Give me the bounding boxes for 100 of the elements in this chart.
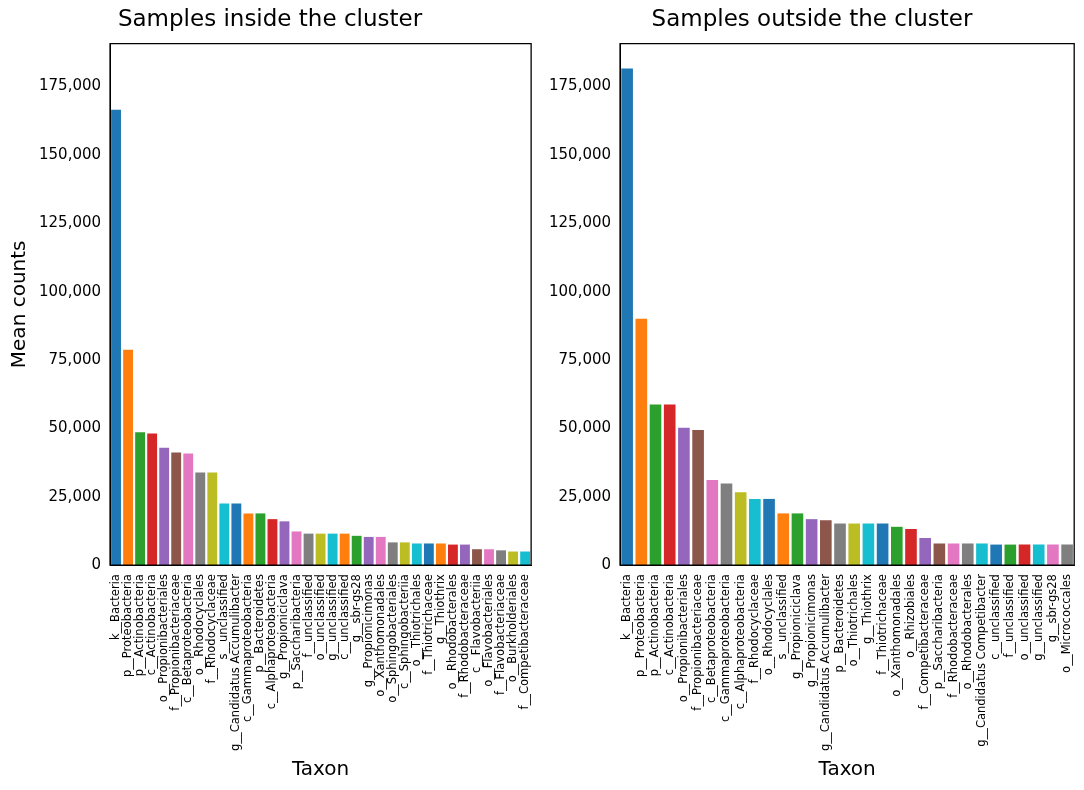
x-tick-label: o__unclassified [312,574,327,661]
bar [862,523,875,566]
bar [183,453,194,566]
bar [749,498,761,566]
x-tick-label: f__unclassified [1002,574,1017,658]
bar [720,483,733,566]
x-tick-label: g__Propioniciclava [789,574,804,680]
x-tick-label: p__Actinobacteria [647,574,662,677]
bar [411,543,422,566]
bar [351,535,362,566]
bar [876,523,889,566]
x-tick-label: f__Competibacteraceae [517,574,532,710]
bar [649,404,662,566]
bar [1061,544,1073,566]
y-tick-label: 50,000 [48,418,102,437]
x-tick-label: c__Alphaproteobacteria [264,574,279,710]
x-tick-label: f__Rhodocyclaceae [204,574,219,684]
bar [255,513,266,566]
x-tick-label: o__Propionibacteriales [156,574,171,703]
y-tick-label: 100,000 [39,281,102,300]
x-tick-label: o__Micrococcales [1059,574,1074,673]
x-tick-label: f__Rhodocyclaceae [746,574,761,684]
x-tick-label: f__Propionibacteriaceae [168,574,183,711]
y-tick-label: 125,000 [549,213,612,232]
bar [147,433,158,566]
x-tick-label: g__Candidatus Competibacter [973,573,988,747]
y-tick-label: 150,000 [549,144,612,163]
bar [207,472,218,566]
bar [123,349,134,566]
y-tick-label: 175,000 [39,76,102,95]
x-tick-label: k__Bacteria [619,574,634,641]
bar [976,543,988,566]
y-tick-label: 25,000 [558,486,612,505]
x-tick-label: c__unclassified [988,574,1003,660]
y-tick-label: 25,000 [48,486,102,505]
bar [243,513,254,566]
chart-title: Samples outside the cluster [651,4,973,31]
bar [734,492,747,566]
x-tick-label: f__unclassified [300,574,315,658]
y-tick-label: 0 [601,554,612,573]
bar [111,109,121,566]
bar [1047,544,1059,566]
bar [678,427,690,566]
x-tick-label: f__Thiotrichaceae [874,574,889,675]
bar [171,452,182,566]
bar [763,498,775,566]
bar [315,533,326,566]
x-tick-label: s__unclassified [216,574,231,660]
bar [279,521,290,566]
bar [339,533,350,566]
bar [990,544,1002,566]
x-tick-label: o__unclassified [1016,574,1031,661]
bar [890,526,903,566]
bar [621,68,633,566]
x-tick-label: g__unclassified [1030,574,1045,661]
y-tick-label: 75,000 [558,349,612,368]
x-tick-label: o__Rhodocyclales [761,574,776,676]
x-tick-label: p__Saccharibacteria [931,574,946,690]
x-tick-label: o__Rhodocyclales [192,574,207,676]
bar [834,523,846,566]
x-tick-label: f__Rhodobacteraceae [945,574,960,698]
x-tick-label: f__Flavobacteriaceae [493,574,508,696]
x-tick-label: g__sbr-gs28 [348,574,363,643]
x-tick-label: c__Gammaproteobacteria [718,574,733,722]
bar [472,549,482,566]
bar [375,536,386,566]
x-tick-label: o__Xanthomonadales [888,574,903,697]
x-tick-label: o__Sphingobacteriales [384,574,399,703]
bar [484,549,494,566]
bar [933,543,946,566]
bar [1032,544,1045,566]
bar [635,318,648,566]
bar [363,536,374,566]
bar [159,447,170,566]
x-tick-label: k__Bacteria [108,574,123,641]
chart-title: Samples inside the cluster [117,4,423,31]
x-tick-label: c__Alphaproteobacteria [732,574,747,710]
x-axis-title: Taxon [817,756,876,781]
x-tick-label: p__Proteobacteria [120,574,135,677]
bar [460,544,470,566]
x-tick-label: g__Propionicimonas [803,574,818,688]
bar [387,542,398,566]
bar [805,519,818,566]
bar [663,404,676,566]
x-tick-label: f__Thiotrichaceae [420,574,435,675]
bar [435,543,446,566]
bar [961,543,974,566]
x-tick-label: p__Proteobacteria [633,574,648,677]
bar [706,480,719,566]
bar [919,538,931,566]
x-tick-label: f__Propionibacteriaceae [690,574,705,711]
bar [820,520,832,566]
y-tick-label: 175,000 [549,76,612,95]
bar [219,503,230,566]
bar [905,528,917,566]
bar [496,550,506,566]
x-axis-title: Taxon [290,756,350,781]
bar [791,513,804,566]
y-tick-label: 125,000 [39,213,102,232]
x-tick-label: c__Flavobacteriia [468,574,483,674]
